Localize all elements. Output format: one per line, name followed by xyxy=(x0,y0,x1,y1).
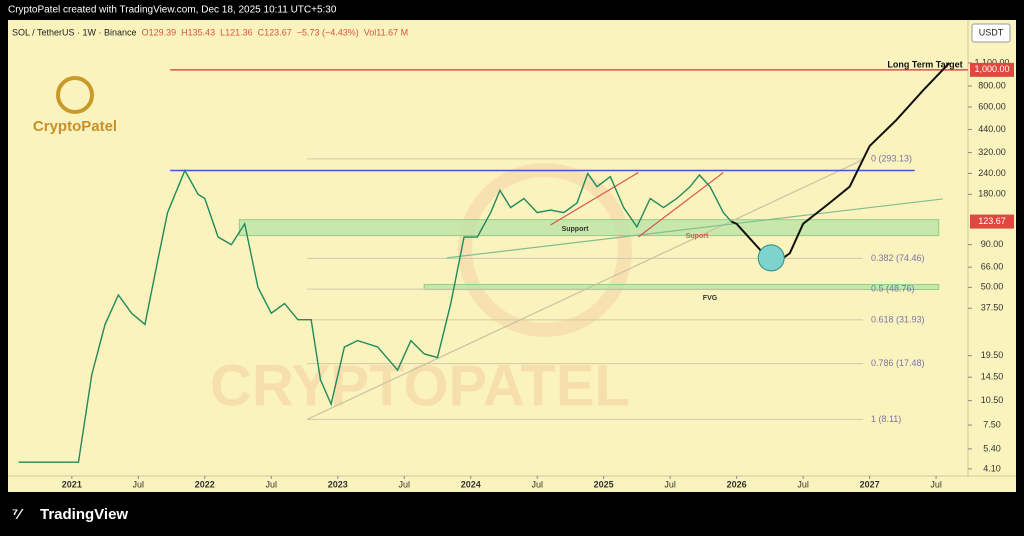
y-tick-label: 5.40 xyxy=(983,443,1001,453)
price-tag-label: 123.67 xyxy=(978,216,1006,226)
x-tick-label: 2023 xyxy=(328,479,348,489)
fib-label: 0.382 (74.46) xyxy=(871,253,925,263)
y-tick-label: 240.00 xyxy=(978,168,1006,178)
symbol-field: SOL / TetherUS · 1W · Binance xyxy=(12,27,137,37)
price-line xyxy=(730,62,951,265)
y-tick-label: 66.00 xyxy=(981,262,1004,272)
trendline xyxy=(306,159,864,420)
price-line xyxy=(18,168,732,463)
x-tick-label: Jul xyxy=(930,479,942,489)
symbol-field: C123.67 xyxy=(258,27,292,37)
y-tick-label: 180.00 xyxy=(978,189,1006,199)
y-tick-label: 800.00 xyxy=(978,80,1006,90)
price-tag xyxy=(970,214,1014,229)
x-tick-label: Jul xyxy=(797,479,809,489)
x-tick-label: 2021 xyxy=(62,479,82,489)
y-tick-label: 10.50 xyxy=(981,395,1004,405)
fib-label: 1 (8.11) xyxy=(871,414,901,424)
fib-label: 0 (293.13) xyxy=(871,153,912,163)
logo-icon xyxy=(56,76,94,114)
annotation: Suport xyxy=(686,233,709,240)
x-tick-label: Jul xyxy=(531,479,543,489)
symbol-line: SOL / TetherUS · 1W · Binance O129.39 H135… xyxy=(12,27,408,37)
x-tick-label: Jul xyxy=(664,479,676,489)
y-tick-label: 50.00 xyxy=(981,282,1004,292)
x-tick-label: 2024 xyxy=(461,479,481,489)
annotation: FVG xyxy=(703,295,718,302)
y-tick-label: 320.00 xyxy=(978,147,1006,157)
x-tick-label: Jul xyxy=(266,479,278,489)
caption: CryptoPatel created with TradingView.com… xyxy=(8,5,337,16)
footer-brand: TradingView xyxy=(40,506,128,523)
fib-label: 0.5 (48.76) xyxy=(871,284,915,294)
price-tag-label: 1,000.00 xyxy=(974,64,1009,74)
y-tick-label: 14.50 xyxy=(981,372,1004,382)
x-tick-label: Jul xyxy=(133,479,145,489)
symbol-field: Vol11.67 M xyxy=(364,27,408,37)
y-tick-label: 7.50 xyxy=(983,419,1001,429)
symbol-field: L121.36 xyxy=(220,27,253,37)
trendline xyxy=(446,198,943,259)
currency: USDT xyxy=(979,27,1004,37)
chart-area xyxy=(8,20,1016,492)
currency-box xyxy=(971,23,1011,43)
symbol-field: O129.39 xyxy=(142,27,177,37)
y-tick-label: 440.00 xyxy=(978,124,1006,134)
annotation: Long Term Target xyxy=(887,59,962,69)
y-tick-label: 37.50 xyxy=(981,303,1004,313)
y-tick-label: 1,100.00 xyxy=(974,57,1009,67)
symbol-field: −5.73 (−4.43%) xyxy=(297,27,359,37)
fib-label: 0.786 (17.48) xyxy=(871,358,925,368)
annotation: Support xyxy=(562,226,589,233)
y-tick-label: 4.10 xyxy=(983,463,1001,473)
watermark: CRYPTOPATEL xyxy=(210,353,630,418)
logo-text: CryptoPatel xyxy=(33,118,117,135)
target-marker xyxy=(757,244,785,272)
y-tick-label: 90.00 xyxy=(981,239,1004,249)
x-tick-label: 2026 xyxy=(727,479,747,489)
x-tick-label: 2025 xyxy=(594,479,614,489)
x-tick-label: 2022 xyxy=(195,479,215,489)
x-tick-label: 2027 xyxy=(860,479,880,489)
price-tag xyxy=(970,62,1014,77)
symbol-field: H135.43 xyxy=(181,27,215,37)
y-tick-label: 600.00 xyxy=(978,101,1006,111)
fib-label: 0.618 (31.93) xyxy=(871,314,925,324)
x-tick-label: Jul xyxy=(398,479,410,489)
zone xyxy=(238,219,940,237)
y-tick-label: 19.50 xyxy=(981,350,1004,360)
trendline xyxy=(550,172,639,226)
trendline xyxy=(637,172,724,238)
